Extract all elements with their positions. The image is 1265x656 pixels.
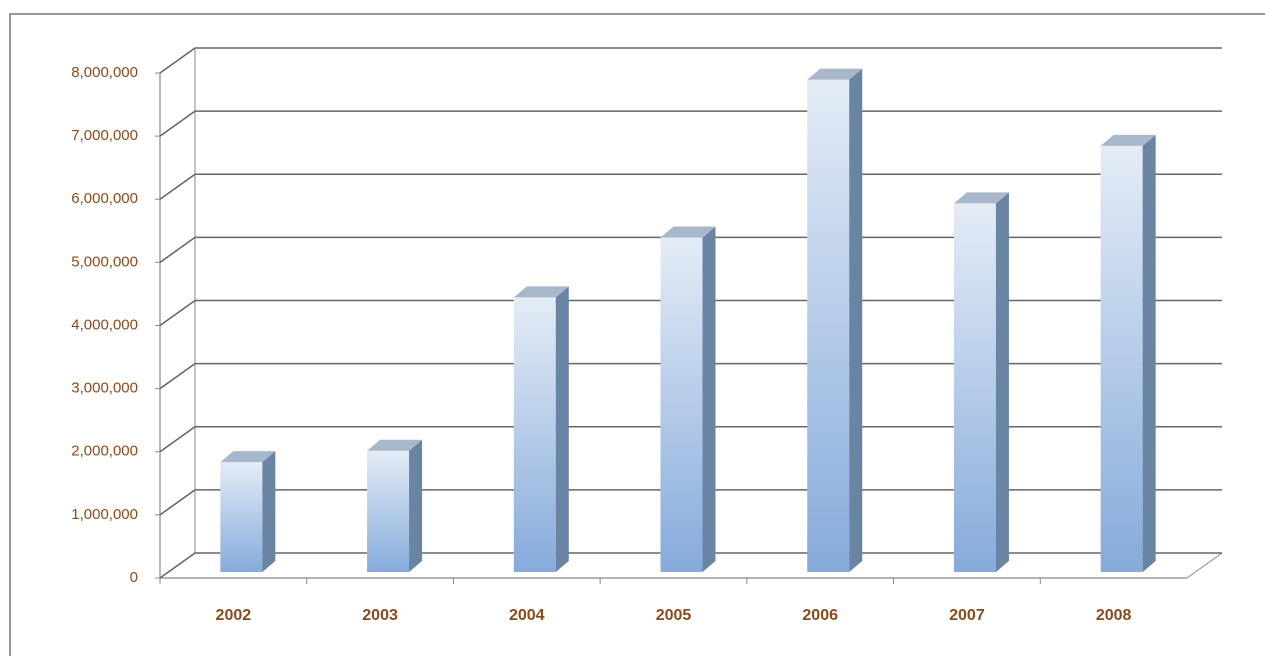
bar-top (807, 68, 863, 80)
chart-border (9, 13, 1265, 656)
y-tick-label: 5,000,000 (71, 253, 138, 270)
grid-line (159, 425, 1222, 453)
grid-line (159, 552, 1222, 579)
bar-top (953, 192, 1009, 204)
grid-line (159, 173, 1222, 200)
y-tick-label: 8,000,000 (71, 64, 138, 81)
floor-edge (1186, 552, 1223, 579)
x-tick-label: 2004 (509, 607, 545, 624)
y-tick-label: 2,000,000 (71, 443, 138, 460)
y-tick-label: 6,000,000 (71, 190, 138, 207)
x-tick-label: 2002 (216, 607, 252, 624)
bar (513, 297, 556, 572)
y-tick-label: 0 (130, 569, 138, 586)
x-tick-label: 2003 (362, 607, 398, 624)
bar-side (1142, 134, 1156, 572)
bar (1100, 145, 1143, 572)
bar-top (1100, 134, 1156, 146)
x-tick-label: 2006 (802, 607, 838, 624)
x-tick-label: 2008 (1096, 607, 1132, 624)
grid-line (159, 299, 1222, 327)
bar-side (849, 68, 863, 572)
bar-top (367, 439, 423, 451)
bar-top (513, 286, 569, 298)
y-tick-label: 7,000,000 (71, 127, 138, 144)
bar-side (702, 226, 716, 572)
bar-side (555, 286, 569, 572)
bar (220, 462, 263, 572)
grid-line (159, 362, 1222, 390)
bar (807, 79, 850, 572)
bar (660, 237, 703, 572)
grid-line (159, 236, 1222, 264)
y-tick-label: 4,000,000 (71, 316, 138, 333)
grid-line (159, 47, 1222, 74)
x-tick-label: 2007 (949, 607, 985, 624)
bar (367, 450, 410, 572)
grid-line (159, 489, 1222, 516)
y-tick-label: 1,000,000 (71, 506, 138, 523)
x-tick-label: 2005 (656, 607, 692, 624)
bar-top (220, 451, 276, 463)
bar-side (995, 192, 1009, 572)
bar-side (262, 451, 276, 572)
grid-line (159, 110, 1222, 137)
y-tick-label: 3,000,000 (71, 380, 138, 397)
bar-side (409, 439, 423, 572)
bar (953, 203, 996, 572)
bar-top (660, 226, 716, 238)
